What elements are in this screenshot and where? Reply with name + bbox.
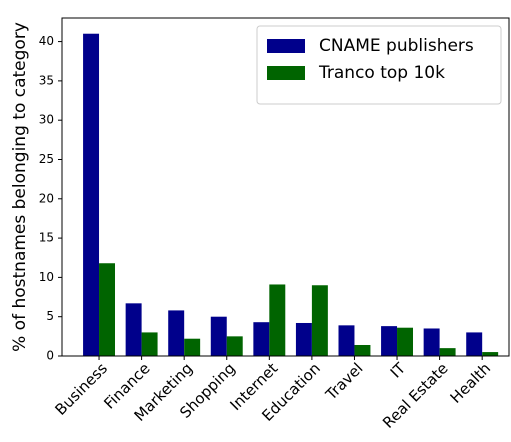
- y-tick-label: 35: [39, 73, 54, 87]
- bar: [125, 303, 142, 356]
- y-tick-label: 0: [46, 349, 54, 363]
- bar: [354, 344, 371, 356]
- bar: [83, 33, 100, 356]
- bar: [338, 325, 355, 356]
- y-tick-label: 10: [39, 270, 54, 284]
- y-tick-label: 5: [46, 309, 54, 323]
- x-tick-label: Travel: [322, 359, 367, 404]
- y-tick-label: 20: [39, 191, 54, 205]
- legend-label: CNAME publishers: [319, 36, 474, 56]
- y-axis-label: % of hostnames belonging to category: [10, 22, 30, 352]
- bar: [482, 352, 499, 356]
- bar: [168, 310, 185, 356]
- plot-frame: [61, 17, 510, 357]
- x-tick-label: IT: [387, 359, 410, 382]
- bar: [397, 327, 414, 356]
- bar: [184, 338, 201, 356]
- bar: [439, 348, 456, 356]
- bar: [99, 263, 116, 356]
- y-tick-label: 30: [39, 113, 54, 127]
- legend-swatch: [267, 66, 305, 80]
- bar: [253, 322, 270, 356]
- y-tick-label: 25: [39, 152, 54, 166]
- y-tick-label: 40: [39, 34, 54, 48]
- bar: [226, 336, 243, 356]
- bar: [141, 332, 158, 356]
- legend-swatch: [267, 39, 305, 53]
- legend-label: Tranco top 10k: [318, 63, 445, 83]
- bar: [423, 328, 440, 356]
- bar: [295, 322, 312, 356]
- x-tick-label: Business: [52, 359, 112, 419]
- bar: [381, 326, 398, 356]
- bar: [210, 316, 227, 356]
- bar: [466, 332, 483, 356]
- y-tick-label: 15: [39, 231, 54, 245]
- bar: [311, 285, 328, 356]
- x-tick-label: Health: [447, 359, 495, 407]
- bar: [269, 284, 286, 356]
- legend-box: [256, 25, 502, 105]
